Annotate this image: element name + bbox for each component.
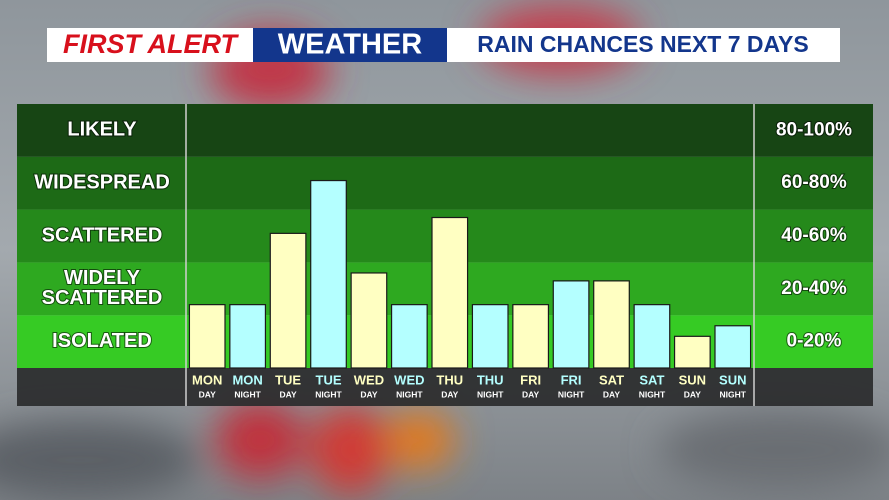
x-tick-sublabel: DAY — [279, 389, 296, 399]
x-tick-sublabel: NIGHT — [234, 389, 261, 399]
band-label: LIKELY — [67, 119, 137, 141]
band-label: SCATTERED — [42, 287, 163, 309]
x-tick-sublabel: DAY — [360, 389, 377, 399]
band-label: ISOLATED — [52, 330, 152, 352]
x-tick-label: THU — [477, 372, 504, 387]
bar — [593, 280, 630, 369]
x-tick-sublabel: NIGHT — [396, 389, 423, 399]
x-tick-sublabel: DAY — [684, 389, 701, 399]
x-tick-label: MON — [232, 372, 262, 387]
x-tick-label: TUE — [316, 372, 342, 387]
band — [17, 104, 873, 157]
band-range: 20-40% — [781, 278, 847, 299]
x-tick-label: SUN — [679, 372, 706, 387]
x-tick-label: FRI — [520, 372, 541, 387]
band-range: 0-20% — [787, 331, 842, 352]
x-tick-label: FRI — [561, 372, 582, 387]
brand-title: FIRST ALERT — [63, 29, 240, 59]
title: WEATHER — [278, 29, 423, 61]
bar — [390, 304, 428, 369]
bar — [552, 280, 590, 369]
x-axis-strip — [17, 368, 873, 406]
x-tick-sublabel: NIGHT — [477, 389, 504, 399]
bar — [633, 304, 671, 369]
x-tick-sublabel: NIGHT — [558, 389, 585, 399]
title-banner: FIRST ALERT WEATHER RAIN CHANCES NEXT 7 … — [47, 28, 840, 62]
band-range: 60-80% — [781, 172, 847, 193]
x-tick-label: THU — [436, 372, 463, 387]
x-tick-sublabel: NIGHT — [315, 389, 342, 399]
x-tick-label: MON — [192, 372, 222, 387]
band-range: 40-60% — [781, 225, 847, 246]
x-tick-label: SAT — [639, 372, 664, 387]
band-label: SCATTERED — [42, 224, 163, 246]
bar — [714, 325, 752, 369]
bar — [350, 272, 388, 369]
bands — [17, 104, 873, 368]
x-tick-sublabel: DAY — [199, 389, 216, 399]
x-tick-sublabel: NIGHT — [720, 389, 747, 399]
band-label: WIDESPREAD — [34, 171, 170, 193]
bar — [188, 304, 226, 369]
bar — [229, 304, 267, 369]
x-tick-label: SAT — [599, 372, 624, 387]
x-tick-sublabel: NIGHT — [639, 389, 666, 399]
bar — [310, 179, 347, 369]
bar — [471, 304, 509, 369]
x-tick-sublabel: DAY — [603, 389, 620, 399]
x-tick-label: TUE — [275, 372, 301, 387]
x-tick-label: WED — [394, 372, 424, 387]
bar — [673, 335, 711, 369]
x-tick-label: WED — [354, 372, 384, 387]
x-tick-sublabel: DAY — [441, 389, 458, 399]
subtitle: RAIN CHANCES NEXT 7 DAYS — [477, 31, 808, 57]
bar — [431, 216, 469, 369]
band-label: WIDELY — [64, 267, 141, 289]
bar — [269, 232, 307, 369]
band — [17, 156, 873, 210]
band-range: 80-100% — [776, 119, 852, 140]
bar — [512, 304, 550, 369]
x-tick-sublabel: DAY — [522, 389, 539, 399]
x-tick-label: SUN — [719, 372, 746, 387]
